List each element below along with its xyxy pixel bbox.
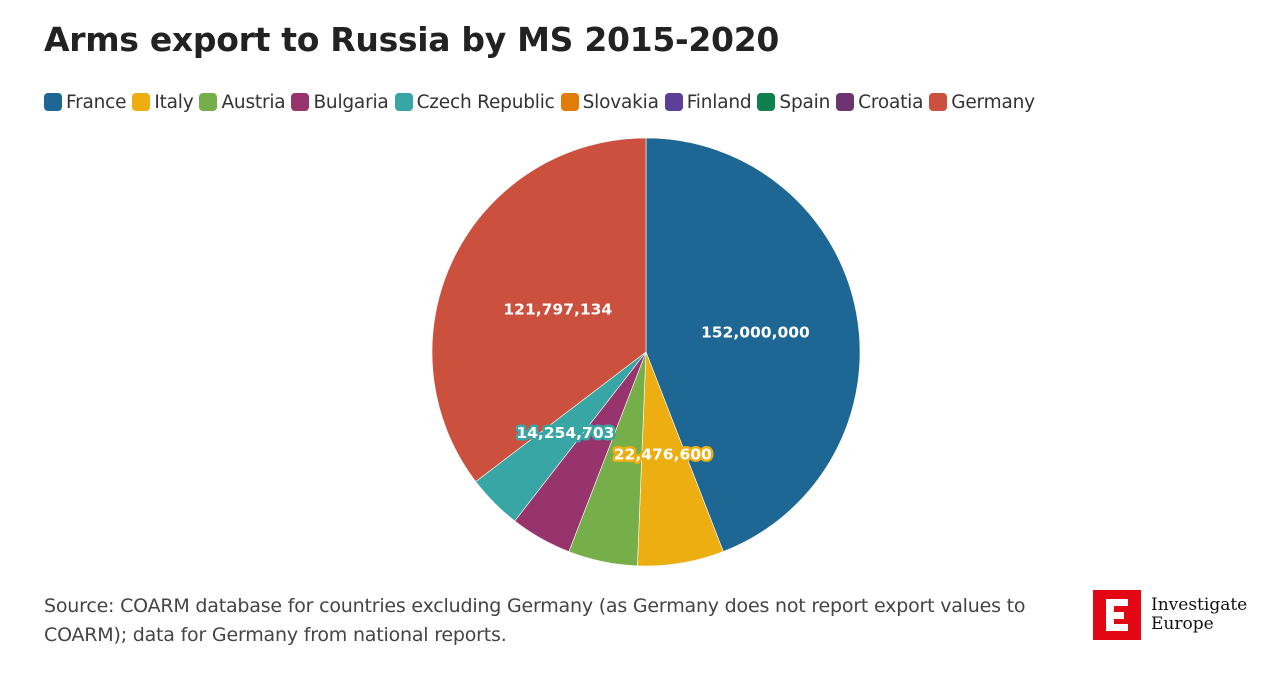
source-note: Source: COARM database for countries exc… <box>44 595 1026 646</box>
legend-item-czech-republic[interactable]: Czech Republic <box>394 91 555 113</box>
legend-swatch <box>199 93 218 111</box>
legend-item-italy[interactable]: Italy <box>132 91 194 113</box>
data-label-germany: 121,797,134 <box>503 300 612 318</box>
logo-line-1: Investigate <box>1151 595 1248 615</box>
legend-label: Bulgaria <box>313 91 389 113</box>
legend-label: Finland <box>686 91 752 113</box>
legend-swatch <box>394 93 413 111</box>
legend-item-slovakia[interactable]: Slovakia <box>560 91 659 113</box>
logo-wordmark: Investigate Europe <box>1151 596 1247 634</box>
legend-swatch <box>757 93 776 111</box>
legend-swatch <box>560 93 579 111</box>
legend-label: France <box>66 91 127 113</box>
legend-swatch <box>291 93 310 111</box>
data-label-czech-republic: 14,254,703 <box>516 424 614 442</box>
legend-label: Slovakia <box>582 91 659 113</box>
pie-slice-germany[interactable] <box>431 137 647 483</box>
legend-item-germany[interactable]: Germany <box>929 92 1035 113</box>
legend-label: Czech Republic <box>416 91 555 113</box>
legend-item-spain[interactable]: Spain <box>757 92 830 113</box>
chart-legend: France Italy Austria Bulgaria Czech Republic… <box>44 88 1041 116</box>
data-label-france: 152,000,000 <box>701 324 810 342</box>
logo-e-icon <box>1093 590 1141 640</box>
legend-item-bulgaria[interactable]: Bulgaria <box>291 91 389 113</box>
legend-label: Austria <box>221 91 286 113</box>
logo-line-2: Europe <box>1151 614 1214 634</box>
legend-label: Croatia <box>858 91 924 113</box>
legend-swatch <box>664 93 683 111</box>
legend-item-croatia[interactable]: Croatia <box>836 92 923 113</box>
legend-swatch <box>132 93 151 111</box>
legend-item-finland[interactable]: Finland <box>664 91 752 113</box>
chart-title: Arms export to Russia by MS 2015-2020 <box>44 20 780 59</box>
legend-label: Italy <box>154 91 194 113</box>
legend-swatch <box>836 93 855 111</box>
legend-item-france[interactable]: France <box>44 91 127 113</box>
legend-label: Germany <box>951 91 1035 113</box>
legend-item-austria[interactable]: Austria <box>199 91 286 113</box>
data-label-italy: 22,476,600 <box>614 445 712 463</box>
legend-label: Spain <box>779 91 831 113</box>
investigate-europe-logo: Investigate Europe <box>1093 590 1247 640</box>
legend-swatch <box>929 93 948 111</box>
legend-swatch <box>44 93 62 111</box>
pie-slice-france[interactable] <box>645 137 861 552</box>
